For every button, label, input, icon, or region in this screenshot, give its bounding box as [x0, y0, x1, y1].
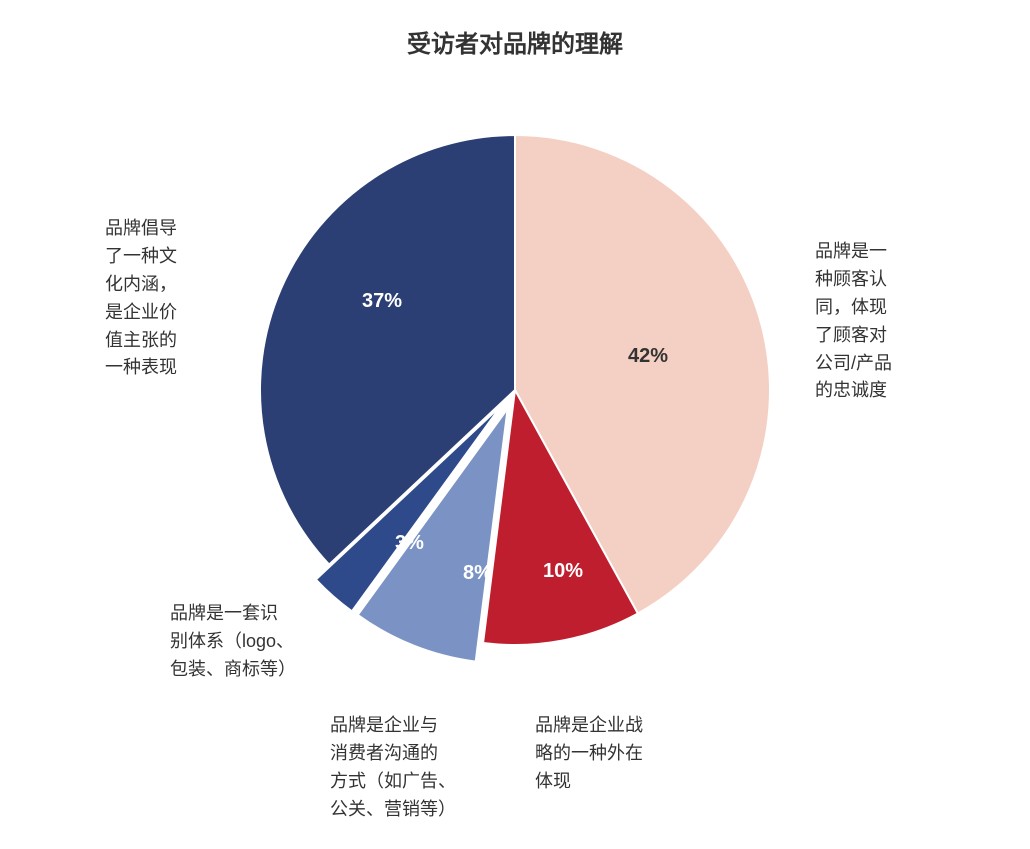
cat-label-loyalty: 品牌是一种顾客认同，体现了顾客对公司/产品的忠诚度 — [815, 238, 892, 405]
slice-value-strategy: 10% — [543, 560, 583, 583]
slice-value-communication: 8% — [463, 562, 492, 585]
cat-label-communication: 品牌是企业与消费者沟通的方式（如广告、公关、营销等） — [330, 712, 456, 824]
pie-svg — [0, 0, 1030, 849]
cat-label-strategy: 品牌是企业战略的一种外在体现 — [535, 712, 643, 796]
slice-value-loyalty: 42% — [628, 345, 668, 368]
cat-label-identity: 品牌是一套识别体系（logo、包装、商标等） — [170, 600, 296, 684]
slice-value-culture: 37% — [362, 290, 402, 313]
pie-chart-container: 受访者对品牌的理解 42% 10% 8% 3% 37% 品牌是一种顾客认同，体现… — [0, 0, 1030, 849]
cat-label-culture: 品牌倡导了一种文化内涵，是企业价值主张的一种表现 — [105, 215, 177, 382]
slice-value-identity: 3% — [395, 532, 424, 555]
